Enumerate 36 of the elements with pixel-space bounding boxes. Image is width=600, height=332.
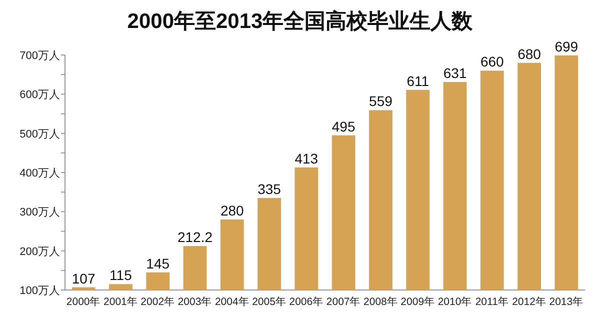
x-tick-label: 2013年 bbox=[549, 296, 584, 308]
data-label: 699 bbox=[554, 38, 578, 54]
data-label: 107 bbox=[72, 270, 96, 286]
x-tick-label: 2010年 bbox=[438, 296, 472, 308]
data-label: 280 bbox=[220, 202, 244, 218]
chart-title: 2000年至2013年全国高校毕业生人数 bbox=[127, 9, 474, 33]
x-tick-label: 2007年 bbox=[326, 296, 361, 308]
x-tick-label: 2009年 bbox=[400, 296, 436, 308]
y-tick-label: 300万人 bbox=[20, 206, 60, 219]
x-tick-label: 2005年 bbox=[252, 296, 286, 308]
data-label: 335 bbox=[258, 180, 282, 197]
x-tick-label: 2011年 bbox=[475, 296, 509, 308]
x-tick-label: 2008年 bbox=[364, 296, 398, 308]
data-label: 145 bbox=[146, 255, 170, 272]
x-tick-label: 2002年 bbox=[140, 296, 176, 308]
y-tick-label: 700万人 bbox=[20, 50, 60, 62]
data-label: 495 bbox=[332, 118, 356, 134]
data-label: 115 bbox=[110, 267, 132, 284]
data-label: 680 bbox=[518, 46, 542, 62]
y-tick-label: 100万人 bbox=[20, 285, 60, 297]
y-tick-label: 200万人 bbox=[20, 246, 60, 258]
x-tick-label: 2004年 bbox=[214, 296, 250, 308]
data-label: 631 bbox=[443, 65, 467, 82]
y-tick-label: 500万人 bbox=[20, 128, 60, 140]
data-label: 660 bbox=[480, 54, 504, 70]
data-label: 611 bbox=[406, 72, 430, 89]
x-tick-label: 2012年 bbox=[512, 296, 546, 308]
x-tick-label: 2003年 bbox=[178, 296, 212, 308]
y-tick-label: 400万人 bbox=[20, 168, 60, 180]
x-tick-label: 2000年 bbox=[66, 296, 101, 308]
x-tick-label: 2001年 bbox=[104, 296, 138, 308]
data-label: 413 bbox=[294, 150, 318, 166]
data-label: 559 bbox=[369, 93, 393, 110]
y-tick-label: 600万人 bbox=[20, 89, 60, 102]
data-label: 212.2 bbox=[177, 229, 213, 246]
x-tick-label: 2006年 bbox=[289, 296, 324, 308]
